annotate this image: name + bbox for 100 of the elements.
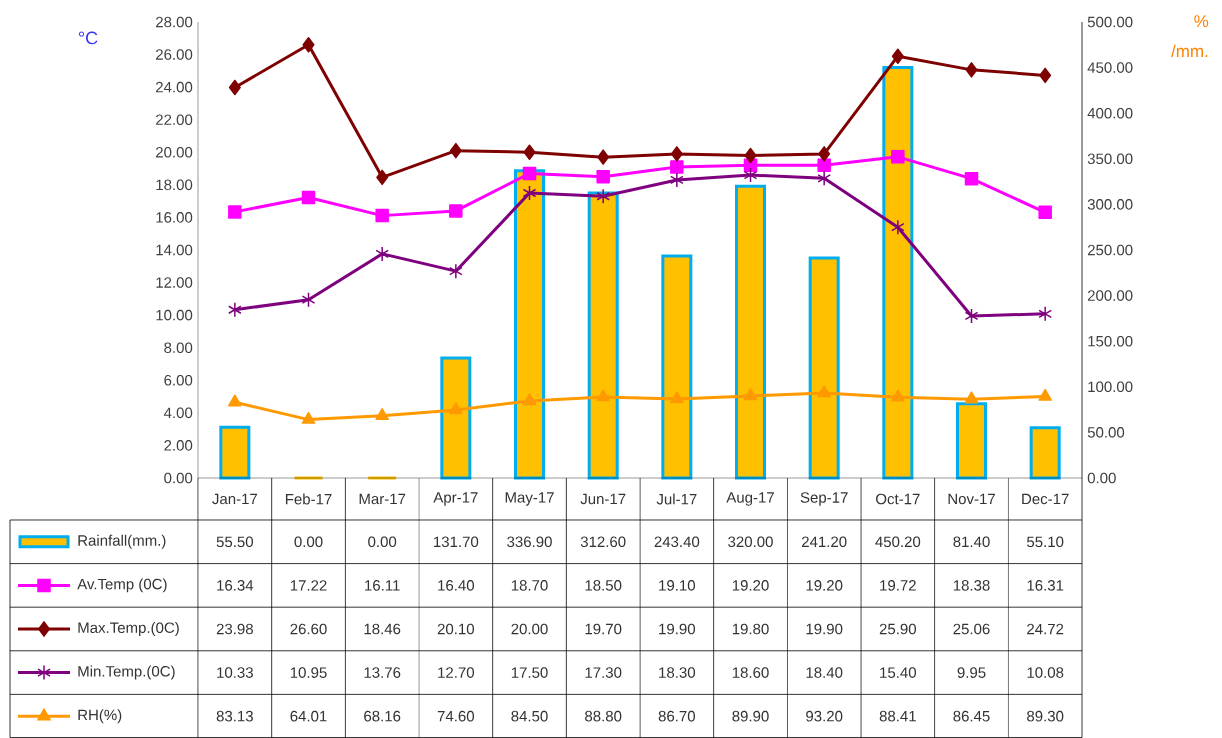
y-tick-label: 18.00 xyxy=(156,179,193,191)
data-label: 64.01 xyxy=(290,710,327,722)
y-tick-label: 2.00 xyxy=(164,440,193,451)
data-label: 20.00 xyxy=(511,623,548,635)
data-label: 68.16 xyxy=(364,710,401,722)
y2-tick-label: 150.00 xyxy=(1088,335,1133,347)
x-tick-label: Feb-17 xyxy=(285,493,332,505)
data-label: 336.90 xyxy=(507,536,552,548)
legend-label: Rainfall(mm.) xyxy=(78,534,166,549)
data-label: 23.98 xyxy=(216,623,253,635)
y2-tick-label: 0.00 xyxy=(1087,472,1116,484)
data-label: 18.40 xyxy=(806,667,843,678)
data-label: 10.08 xyxy=(1027,667,1064,678)
x-tick-label: Jan-17 xyxy=(212,493,258,505)
data-label: 131.70 xyxy=(434,536,479,548)
y-tick-label: 4.00 xyxy=(163,407,193,419)
data-label: 17.50 xyxy=(511,667,548,678)
x-tick-label: Nov-17 xyxy=(948,493,995,505)
x-tick-label: Aug-17 xyxy=(726,492,774,506)
x-tick-label: Mar-17 xyxy=(359,493,406,505)
data-label: 243.40 xyxy=(654,536,700,548)
data-label: 18.50 xyxy=(585,580,622,591)
data-label: 16.34 xyxy=(217,580,254,591)
data-label: 450.20 xyxy=(875,536,921,548)
data-label: 19.70 xyxy=(585,623,622,635)
legend-label: RH(%) xyxy=(78,709,122,724)
data-label: 25.06 xyxy=(953,623,990,635)
y-tick-label: 8.00 xyxy=(164,342,193,354)
legend-label: Min.Temp.(0C) xyxy=(78,665,175,680)
data-label: 320.00 xyxy=(728,536,773,548)
data-label: 312.60 xyxy=(580,536,626,548)
y2-tick-label: 450.00 xyxy=(1087,62,1133,73)
data-label: 241.20 xyxy=(801,536,847,548)
data-label: 18.60 xyxy=(732,667,769,678)
x-tick-label: Oct-17 xyxy=(876,493,920,505)
y-tick-label: 6.00 xyxy=(164,374,193,386)
data-label: 0.00 xyxy=(294,536,323,548)
data-label: 88.41 xyxy=(879,710,916,722)
data-label: 88.80 xyxy=(585,710,622,722)
y-tick-label: 20.00 xyxy=(156,146,193,158)
y2-axis-title: % /mm. xyxy=(1171,15,1209,58)
data-label: 10.95 xyxy=(290,667,327,678)
y2-tick-label: 100.00 xyxy=(1088,381,1133,393)
data-label: 16.40 xyxy=(438,580,475,591)
data-label: 19.80 xyxy=(732,623,769,635)
y2-tick-label: 50.00 xyxy=(1087,427,1125,438)
y-tick-label: 10.00 xyxy=(156,309,193,321)
data-label: 86.70 xyxy=(658,710,696,722)
data-label: 0.00 xyxy=(368,536,397,548)
y-tick-label: 26.00 xyxy=(156,49,193,60)
y2-tick-label: 250.00 xyxy=(1087,244,1133,256)
x-tick-label: Apr-17 xyxy=(433,492,478,506)
data-label: 16.11 xyxy=(365,580,400,591)
data-label: 18.46 xyxy=(364,623,401,635)
data-label: 25.90 xyxy=(879,623,917,635)
data-label: 55.10 xyxy=(1027,536,1064,548)
data-label: 13.76 xyxy=(364,667,401,678)
y-tick-label: 14.00 xyxy=(156,244,193,256)
y2-tick-label: 500.00 xyxy=(1087,16,1133,28)
data-label: 83.13 xyxy=(216,710,253,722)
legend-label: Max.Temp.(0C) xyxy=(78,621,179,636)
data-label: 74.60 xyxy=(437,710,475,722)
data-label: 10.33 xyxy=(217,667,253,678)
data-label: 26.60 xyxy=(290,623,327,635)
data-label: 24.72 xyxy=(1027,623,1064,635)
y-tick-label: 22.00 xyxy=(156,114,193,126)
data-label: 89.90 xyxy=(732,710,769,722)
data-label: 18.30 xyxy=(659,667,696,678)
data-label: 17.30 xyxy=(585,667,622,678)
y-axis-title: °C xyxy=(78,31,98,45)
data-label: 19.20 xyxy=(806,580,843,591)
y-tick-label: 12.00 xyxy=(156,277,193,288)
data-label: 15.40 xyxy=(880,667,917,678)
data-label: 89.30 xyxy=(1027,710,1064,722)
data-label: 93.20 xyxy=(806,710,843,722)
data-label: 20.10 xyxy=(437,623,475,635)
x-tick-label: Jul-17 xyxy=(656,493,697,505)
legend-label: Av.Temp (0C) xyxy=(77,578,167,593)
x-tick-label: Sep-17 xyxy=(800,492,848,506)
data-label: 9.95 xyxy=(957,667,986,678)
data-label: 19.10 xyxy=(659,580,696,591)
data-label: 55.50 xyxy=(216,536,254,548)
x-tick-label: May-17 xyxy=(505,492,554,506)
x-tick-label: Jun-17 xyxy=(580,493,626,505)
data-label: 19.90 xyxy=(806,623,843,635)
y2-tick-label: 200.00 xyxy=(1087,290,1133,301)
data-label: 16.31 xyxy=(1027,580,1064,591)
data-label: 19.90 xyxy=(659,623,696,635)
y2-tick-label: 350.00 xyxy=(1087,153,1133,165)
data-label: 12.70 xyxy=(438,667,475,678)
data-label: 18.38 xyxy=(953,580,990,591)
y2-tick-label: 400.00 xyxy=(1087,107,1133,119)
data-label: 19.20 xyxy=(732,580,769,591)
data-label: 86.45 xyxy=(953,710,990,722)
x-tick-label: Dec-17 xyxy=(1022,493,1069,505)
y-tick-label: 0.00 xyxy=(164,472,193,484)
data-label: 17.22 xyxy=(290,580,327,591)
data-label: 81.40 xyxy=(953,536,990,548)
y-tick-label: 24.00 xyxy=(156,81,193,93)
y-tick-label: 16.00 xyxy=(156,212,193,223)
